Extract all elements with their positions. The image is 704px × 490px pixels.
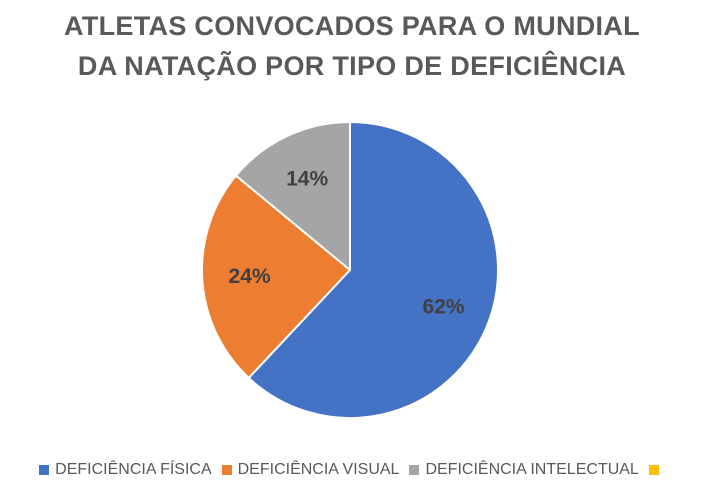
pie-slice-deficiencia-intelectual [234,121,351,271]
data-label-deficiencia-intelectual: 14% [286,167,328,190]
legend-swatch-deficiencia-intelectual [409,465,420,475]
legend-item-deficiencia-visual: DEFICIÊNCIA VISUAL [221,461,400,479]
pie-slice-deficiencia-fisica [247,121,499,419]
legend-item-deficiencia-intelectual: DEFICIÊNCIA INTELECTUAL [409,461,639,479]
pie-slice-deficiencia-visual [201,174,351,379]
legend-label-deficiencia-fisica: DEFICIÊNCIA FÍSICA [55,461,212,478]
chart-title-line-1: ATLETAS CONVOCADOS PARA O MUNDIAL [64,11,640,41]
legend-item-deficiencia-fisica: DEFICIÊNCIA FÍSICA [39,461,212,479]
legend-swatch-empty [648,465,659,475]
chart-title: ATLETAS CONVOCADOS PARA O MUNDIAL DA NAT… [0,6,704,86]
chart-title-line-2: DA NATAÇÃO POR TIPO DE DEFICIÊNCIA [77,51,627,81]
legend-swatch-deficiencia-visual [221,465,232,475]
pie-chart: 62% 24% 14% [201,121,499,419]
legend-swatch-deficiencia-fisica [39,465,50,475]
legend-label-deficiencia-intelectual: DEFICIÊNCIA INTELECTUAL [425,461,639,478]
legend-item-empty [648,465,665,475]
legend-label-deficiencia-visual: DEFICIÊNCIA VISUAL [237,461,400,478]
data-label-deficiencia-fisica: 62% [423,296,465,319]
data-label-deficiencia-visual: 24% [229,265,271,288]
chart-legend: DEFICIÊNCIA FÍSICA DEFICIÊNCIA VISUAL DE… [0,458,704,482]
